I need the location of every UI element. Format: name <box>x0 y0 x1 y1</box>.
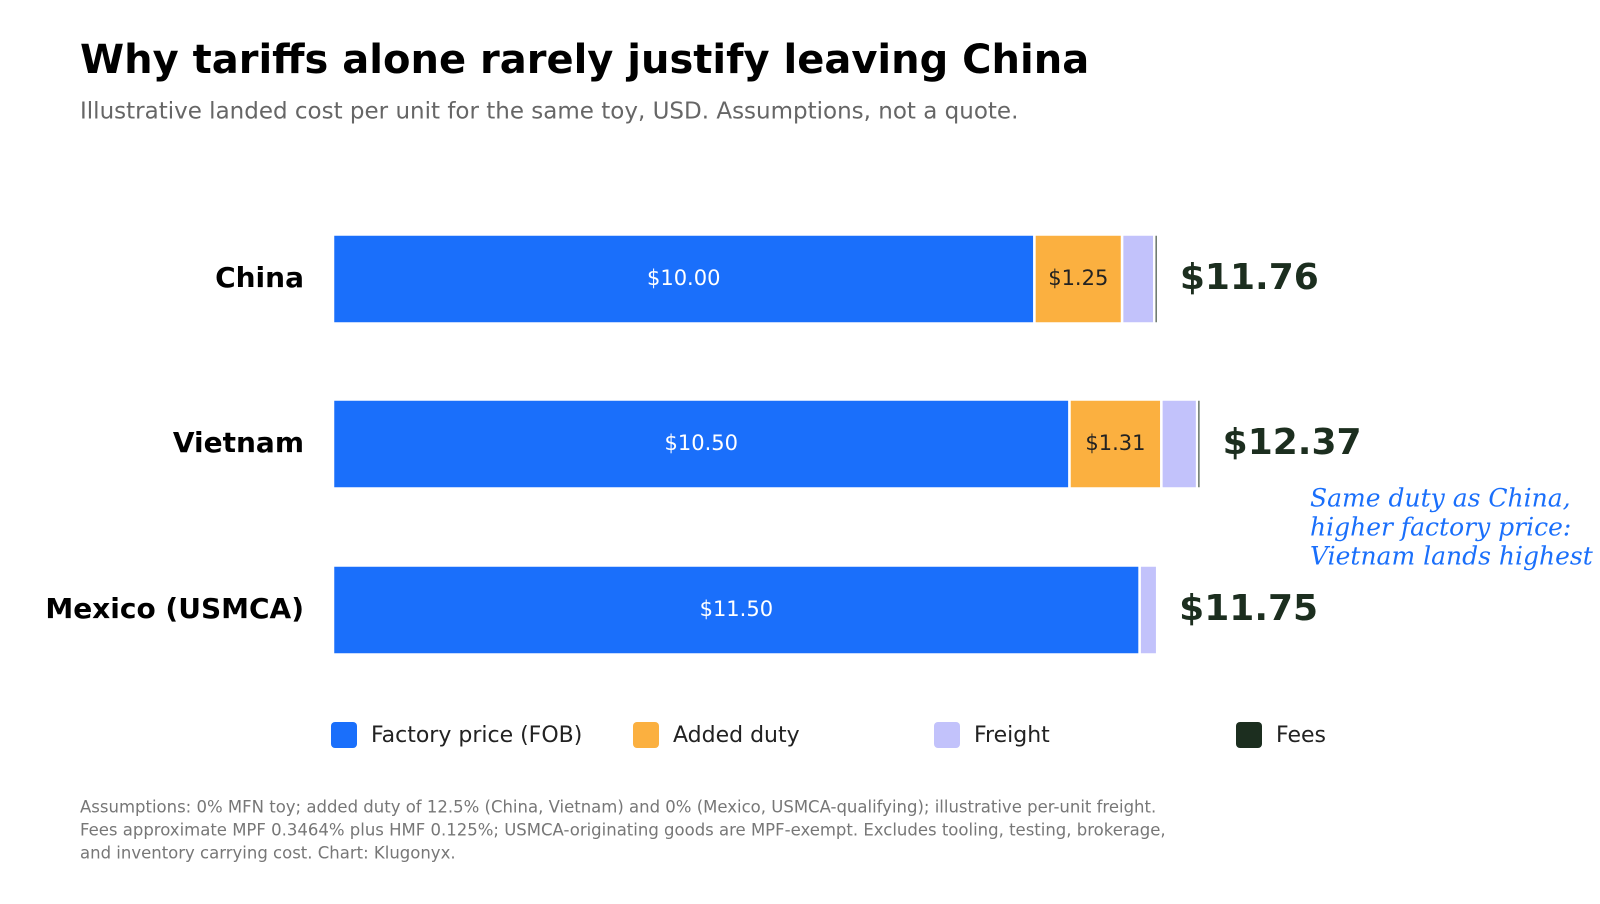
bar-segment <box>1138 564 1159 656</box>
bar-segment <box>1195 398 1202 490</box>
chart-subtitle: Illustrative landed cost per unit for th… <box>80 99 1018 125</box>
annotation: Vietnam lands highest <box>1310 542 1594 571</box>
bar-segment <box>1120 233 1156 325</box>
bar-segment <box>331 564 1141 656</box>
legend-label: Freight <box>974 723 1050 748</box>
chart-title: Why tariffs alone rarely justify leaving… <box>80 37 1089 83</box>
value-label: $11.50 <box>700 597 773 621</box>
bar-segment <box>331 398 1071 490</box>
value-label: $1.25 <box>1048 266 1108 290</box>
legend-label: Factory price (FOB) <box>371 723 582 748</box>
annotation: higher factory price: <box>1310 513 1571 542</box>
category-label: China <box>215 261 304 294</box>
legend-swatch <box>1236 722 1262 748</box>
bar-segment <box>1153 233 1160 325</box>
legend-label: Added duty <box>673 723 800 748</box>
bar-segment <box>1160 398 1199 490</box>
footnote: Assumptions: 0% MFN toy; added duty of 1… <box>80 798 1156 817</box>
value-label: $10.00 <box>647 266 720 290</box>
bar-segment <box>331 233 1036 325</box>
legend-swatch <box>331 722 357 748</box>
legend-label: Fees <box>1276 723 1326 748</box>
bar-segment <box>1033 233 1124 325</box>
value-label: $1.31 <box>1085 431 1145 455</box>
footnote: Fees approximate MPF 0.3464% plus HMF 0.… <box>80 821 1166 840</box>
legend-swatch <box>934 722 960 748</box>
legend-swatch <box>633 722 659 748</box>
annotation: Same duty as China, <box>1310 484 1571 513</box>
value-label: $10.50 <box>665 431 738 455</box>
total-label: $11.75 <box>1179 588 1318 629</box>
category-label: Mexico (USMCA) <box>45 592 304 625</box>
total-label: $12.37 <box>1223 422 1362 463</box>
footnote: and inventory carrying cost. Chart: Klug… <box>80 844 456 863</box>
total-label: $11.76 <box>1180 257 1319 298</box>
category-label: Vietnam <box>173 426 304 459</box>
